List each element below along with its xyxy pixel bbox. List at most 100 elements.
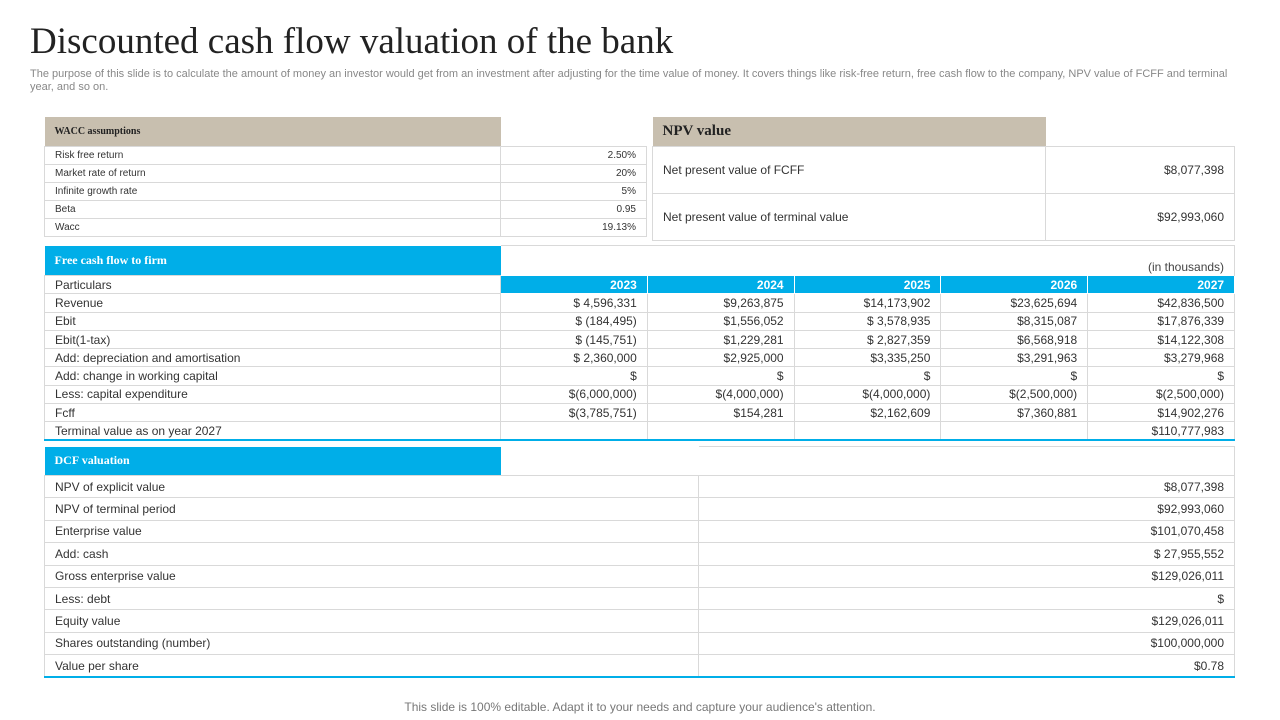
cell-value: $154,281 <box>646 403 795 423</box>
row-label: Infinite growth rate <box>44 181 501 201</box>
unit-note: (in thousands) <box>500 245 1236 276</box>
row-label: Revenue <box>44 293 501 313</box>
row-label: Value per share <box>44 654 699 679</box>
table-row: Value per share $0.78 <box>44 654 1235 679</box>
dcf-heading: DCF valuation <box>44 446 501 476</box>
fcf-heading: Free cash flow to firm <box>44 245 501 276</box>
fcf-table: Free cash flow to firm (in thousands) Pa… <box>44 245 1236 442</box>
cell-value: $ (184,495) <box>500 311 648 331</box>
row-label: Enterprise value <box>44 519 699 544</box>
table-row: Ebit $ (184,495) $1,556,052 $ 3,578,935 … <box>44 311 1236 331</box>
row-label: Beta <box>44 199 501 219</box>
row-value: $8,077,398 <box>698 474 1235 499</box>
cell-value <box>646 421 795 442</box>
row-label: Ebit <box>44 311 501 331</box>
table-row: Infinite growth rate 5% <box>44 181 647 201</box>
cell-value: $ <box>500 366 648 386</box>
page-title: Discounted cash flow valuation of the ba… <box>30 21 674 62</box>
row-value: 0.95 <box>500 199 647 219</box>
table-row: Gross enterprise value $129,026,011 <box>44 564 1235 588</box>
cell-value: $ <box>646 366 795 386</box>
table-row: Risk free return 2.50% <box>44 145 647 165</box>
row-label: Fcff <box>44 403 501 423</box>
table-row: Fcff $(3,785,751) $154,281 $2,162,609 $7… <box>44 403 1236 423</box>
row-label: Terminal value as on year 2027 <box>44 421 501 442</box>
table-row: Net present value of terminal value $92,… <box>652 192 1235 241</box>
row-label: Shares outstanding (number) <box>44 631 699 656</box>
cell-value: $ 3,578,935 <box>793 311 942 331</box>
year-header: 2026 <box>940 274 1089 295</box>
row-value: $92,993,060 <box>1045 192 1235 241</box>
cell-value <box>793 421 942 442</box>
cell-value: $ <box>793 366 942 386</box>
row-value: 19.13% <box>500 217 647 237</box>
cell-value: $23,625,694 <box>940 293 1089 313</box>
row-value: $101,070,458 <box>698 519 1235 544</box>
row-value: $8,077,398 <box>1045 145 1235 194</box>
row-label: Less: debt <box>44 586 699 611</box>
cell-value: $ <box>1087 366 1236 386</box>
year-header: 2025 <box>793 274 942 295</box>
wacc-table: WACC assumptions Risk free return 2.50% … <box>44 117 647 237</box>
cell-value: $1,229,281 <box>646 329 795 350</box>
row-value: 2.50% <box>500 145 647 165</box>
cell-value: $6,568,918 <box>940 329 1089 350</box>
cell-value: $9,263,875 <box>646 293 795 313</box>
footer-note: This slide is 100% editable. Adapt it to… <box>404 700 876 714</box>
cell-value: $7,360,881 <box>940 403 1089 423</box>
npv-heading: NPV value <box>652 117 1046 146</box>
row-label: Gross enterprise value <box>44 564 699 588</box>
cell-value: $(4,000,000) <box>793 384 942 405</box>
cell-value: $(4,000,000) <box>646 384 795 405</box>
cell-value: $2,162,609 <box>793 403 942 423</box>
cell-value: $14,173,902 <box>793 293 942 313</box>
cell-value <box>940 421 1089 442</box>
cell-value: $110,777,983 <box>1087 421 1236 442</box>
cell-value: $1,556,052 <box>646 311 795 331</box>
row-value: $ 27,955,552 <box>698 542 1235 566</box>
row-label: Market rate of return <box>44 163 501 183</box>
row-value: $100,000,000 <box>698 631 1235 656</box>
table-row: Less: debt $ <box>44 586 1235 611</box>
table-row: NPV of explicit value $8,077,398 <box>44 474 1235 499</box>
table-row: Beta 0.95 <box>44 199 647 219</box>
cell-value: $ <box>940 366 1089 386</box>
table-row: Terminal value as on year 2027 $110,777,… <box>44 421 1236 442</box>
cell-value: $(3,785,751) <box>500 403 648 423</box>
table-row: NPV of terminal period $92,993,060 <box>44 497 1235 521</box>
cell-value: $3,291,963 <box>940 348 1089 368</box>
table-row: Add: change in working capital $ $ $ $ $ <box>44 366 1236 386</box>
row-label: Add: change in working capital <box>44 366 501 386</box>
table-row: Equity value $129,026,011 <box>44 609 1235 633</box>
cell-value: $3,335,250 <box>793 348 942 368</box>
row-label: Add: cash <box>44 542 699 566</box>
year-header-row: Particulars 2023 2024 2025 2026 2027 <box>44 274 1236 295</box>
row-value: $129,026,011 <box>698 564 1235 588</box>
table-row: Add: depreciation and amortisation $ 2,3… <box>44 348 1236 368</box>
particulars-header: Particulars <box>44 274 501 295</box>
year-header: 2024 <box>646 274 795 295</box>
row-label: Equity value <box>44 609 699 633</box>
row-label: Net present value of terminal value <box>652 192 1046 241</box>
table-row: Market rate of return 20% <box>44 163 647 183</box>
wacc-heading: WACC assumptions <box>44 117 501 146</box>
table-row: Wacc 19.13% <box>44 217 647 237</box>
row-label: Add: depreciation and amortisation <box>44 348 501 368</box>
row-value: $0.78 <box>698 654 1235 679</box>
cell-value: $42,836,500 <box>1087 293 1236 313</box>
cell-value: $ 4,596,331 <box>500 293 648 313</box>
table-row: Revenue $ 4,596,331 $9,263,875 $14,173,9… <box>44 293 1236 313</box>
row-value: 5% <box>500 181 647 201</box>
cell-value: $14,902,276 <box>1087 403 1236 423</box>
table-row: Add: cash $ 27,955,552 <box>44 542 1235 566</box>
cell-value: $ 2,827,359 <box>793 329 942 350</box>
year-header: 2023 <box>500 274 648 295</box>
row-label: Net present value of FCFF <box>652 145 1046 194</box>
table-row: Net present value of FCFF $8,077,398 <box>652 145 1235 194</box>
cell-value: $ (145,751) <box>500 329 648 350</box>
row-value: $ <box>698 586 1235 611</box>
row-label: Risk free return <box>44 145 501 165</box>
cell-value: $14,122,308 <box>1087 329 1236 350</box>
year-header: 2027 <box>1087 274 1236 295</box>
row-value: 20% <box>500 163 647 183</box>
